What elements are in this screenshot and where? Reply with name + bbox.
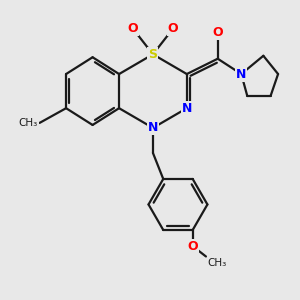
Text: O: O: [128, 22, 138, 35]
Text: O: O: [212, 26, 223, 39]
Text: N: N: [236, 68, 247, 80]
Text: N: N: [148, 122, 158, 134]
Text: CH₃: CH₃: [19, 118, 38, 128]
Text: O: O: [188, 240, 198, 253]
Text: N: N: [182, 102, 192, 115]
Text: S: S: [148, 48, 158, 61]
Text: CH₃: CH₃: [207, 258, 227, 268]
Text: O: O: [168, 22, 178, 35]
